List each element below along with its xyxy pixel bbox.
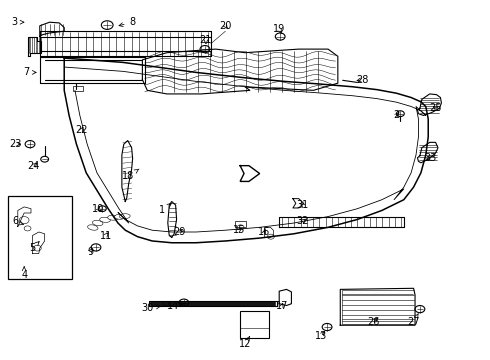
Text: 33: 33 — [424, 153, 437, 163]
Text: 20: 20 — [219, 21, 232, 31]
Ellipse shape — [115, 214, 125, 219]
Text: 2: 2 — [393, 111, 399, 121]
Text: 32: 32 — [296, 216, 309, 226]
Text: 9: 9 — [87, 247, 93, 257]
Ellipse shape — [88, 225, 98, 230]
Bar — [8, 196, 72, 279]
Text: 11: 11 — [99, 231, 112, 240]
Text: 18: 18 — [122, 169, 139, 181]
Text: 12: 12 — [239, 336, 251, 349]
Bar — [240, 311, 270, 338]
Ellipse shape — [120, 214, 130, 219]
Text: 7: 7 — [23, 67, 36, 77]
Text: 19: 19 — [273, 24, 285, 35]
Ellipse shape — [93, 220, 103, 226]
Text: 28: 28 — [356, 75, 368, 85]
Text: 21: 21 — [200, 35, 212, 45]
Text: 29: 29 — [173, 227, 185, 237]
Text: 4: 4 — [21, 267, 27, 280]
Text: 13: 13 — [315, 331, 327, 341]
Text: 24: 24 — [28, 161, 40, 171]
Text: 26: 26 — [367, 317, 379, 327]
Text: 16: 16 — [258, 227, 270, 237]
Text: 22: 22 — [75, 125, 88, 135]
Text: 1: 1 — [159, 204, 171, 216]
Text: 27: 27 — [407, 314, 420, 327]
Text: 6: 6 — [12, 216, 24, 226]
Text: 8: 8 — [119, 17, 136, 27]
Ellipse shape — [99, 217, 110, 222]
Bar — [73, 86, 83, 91]
Text: 25: 25 — [429, 103, 442, 113]
Bar — [235, 221, 246, 227]
Text: 31: 31 — [296, 200, 309, 210]
Text: 14: 14 — [167, 301, 183, 311]
Text: 15: 15 — [233, 225, 245, 235]
Text: 17: 17 — [275, 301, 288, 311]
Text: 3: 3 — [11, 17, 24, 27]
Text: 23: 23 — [9, 139, 22, 149]
Text: 30: 30 — [141, 303, 160, 314]
Ellipse shape — [108, 215, 119, 220]
Text: 10: 10 — [92, 204, 104, 214]
Text: 5: 5 — [29, 242, 39, 253]
